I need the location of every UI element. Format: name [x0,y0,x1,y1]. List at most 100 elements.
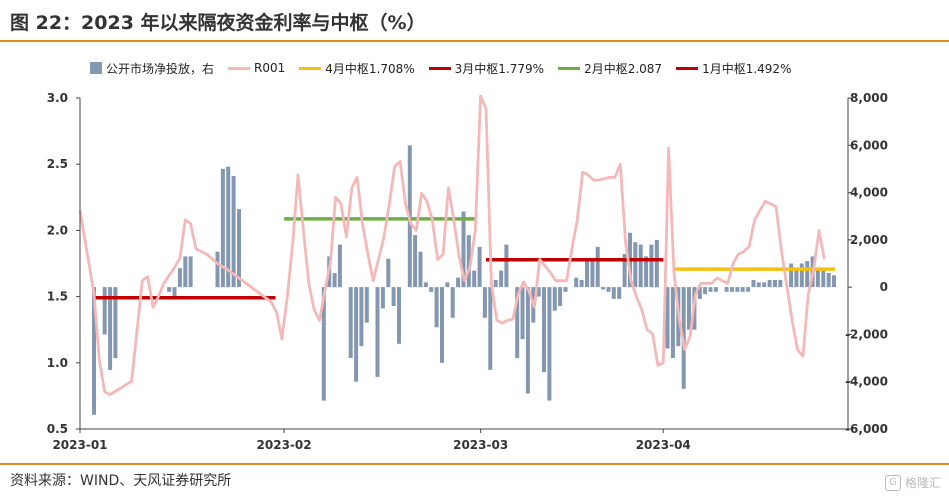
bar-88 [687,287,691,330]
bar-32 [359,287,364,347]
bar-35 [380,287,385,309]
bar-25 [237,209,241,288]
bar-85 [670,287,675,358]
bar-72 [595,246,600,288]
x-tick-label-2: 2023-03 [453,438,508,452]
bar-99 [751,280,756,288]
bar-24 [231,176,236,288]
legend-swatch-april-center [299,66,322,70]
bar-55 [493,280,498,288]
bar-68 [574,277,579,288]
bar-44 [434,287,439,328]
bar-34 [375,287,380,377]
legend-swatch-open-market [90,62,102,74]
line-series-r001 [78,94,826,397]
left-tick-label-3: 2.0 [47,223,68,237]
bar-52 [477,246,482,288]
bar-66 [558,287,563,306]
legend-item-april-center: 4月中枢1.708% [299,60,415,77]
legend-label-april-center: 4月中枢1.708% [325,61,415,76]
bar-94 [724,287,729,292]
footer-divider [0,463,949,465]
axes: 0.5 1.0 1.5 2.0 2.5 3.0 -6,000 -4,000 -2,000 0 2,0… [47,91,888,452]
bar-101 [762,282,767,288]
left-tick-label-1: 1.0 [47,356,68,370]
bar-14 [172,287,177,297]
bar-17 [188,256,193,288]
legend-swatch-february-center [558,66,581,70]
bar-102 [767,280,772,288]
source-note: 资料来源：WIND、天风证券研究所 [10,473,232,489]
right-tick-label-0: -6,000 [845,422,888,436]
bar-47 [450,287,455,318]
legend-label-r001: R001 [254,61,286,75]
bar-46 [445,282,450,288]
bar-96 [735,287,740,292]
right-tick-label-3: 0 [880,280,888,294]
watermark-logo-icon: G [884,474,901,491]
x-tick-label-3: 2023-04 [636,438,691,452]
bar-30 [348,287,353,358]
bar-59 [520,287,525,340]
bar-65 [552,287,557,311]
x-tick-label-0: 2023-01 [52,438,107,452]
bar-33 [364,287,369,323]
legend-swatch-january-center [676,66,699,70]
x-tick-label-1: 2023-02 [257,438,312,452]
left-tick-label-0: 0.5 [47,422,68,436]
bar-111 [821,270,826,288]
legend-item-january-center: 1月中枢1.492% [676,60,791,77]
left-tick-label-5: 3.0 [47,91,68,105]
bar-92 [708,287,713,292]
bar-56 [499,270,504,288]
chart-plot: 0.5 1.0 1.5 2.0 2.5 3.0 -6,000 -4,000 -2,000 0 2,0… [47,91,888,452]
bar-37 [391,287,396,306]
bar-58 [515,287,520,358]
bar-103 [773,280,777,288]
bar-21 [215,251,220,288]
bar-110 [815,268,820,288]
bar-108 [805,261,810,288]
legend-item-february-center: 2月中枢2.087 [558,60,662,77]
bar-54 [488,287,493,370]
legend-item-r001: R001 [228,61,285,75]
right-tick-label-5: 4,000 [850,186,888,200]
right-tick-label-4: 2,000 [850,233,888,247]
center-lines [94,217,836,300]
bar-104 [778,280,783,288]
bar-60 [525,287,530,394]
bar-53 [482,287,487,318]
bar-105 [789,263,794,288]
bar-51 [472,270,477,288]
bar-62 [536,287,541,297]
bar-31 [354,287,359,382]
bar-41 [418,251,423,288]
bar-48 [456,277,461,288]
bar-49 [461,211,466,288]
bar-29 [337,244,342,288]
bar-113 [832,275,836,288]
legend-item-open-market: 公开市场净投放，右 [90,60,214,77]
bar-73 [601,287,606,290]
legend-label-open-market: 公开市场净投放，右 [106,61,215,76]
bar-42 [423,282,428,288]
bar-15 [177,268,182,288]
bar-2 [102,287,107,335]
watermark: G 格隆汇 [884,474,941,491]
left-tick-label-2: 1.5 [47,290,68,304]
right-tick-label-1: -4,000 [845,375,888,389]
legend-label-february-center: 2月中枢2.087 [584,61,663,76]
legend-swatch-r001 [228,66,251,70]
right-tick-label-7: 8,000 [850,91,888,105]
bar-43 [429,287,434,292]
right-tick-label-2: -2,000 [845,327,888,341]
bar-13 [167,287,172,292]
bar-77 [622,254,627,288]
bar-22 [220,168,225,288]
bar-0 [92,287,96,415]
bar-50 [466,235,471,288]
bar-112 [826,273,831,288]
bar-38 [397,287,401,344]
bar-90 [697,287,702,299]
bar-75 [611,287,616,299]
